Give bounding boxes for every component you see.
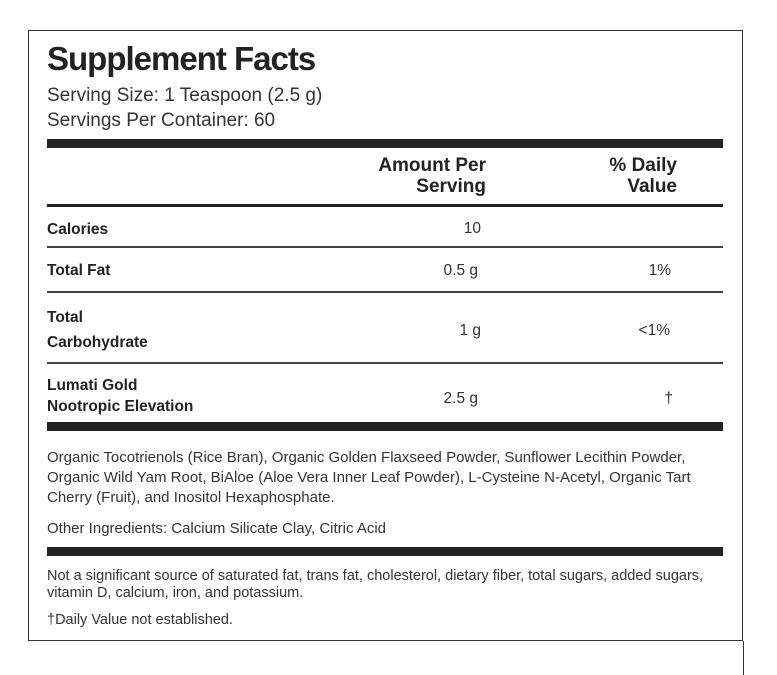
- border-extension: [743, 641, 744, 675]
- daily-value-footnote: †Daily Value not established.: [47, 612, 233, 628]
- not-significant-statement: Not a significant source of saturated fa…: [47, 568, 704, 601]
- row-amount-lumati-gold: 2.5 g: [443, 390, 478, 407]
- amount-header-line2: Serving: [416, 176, 486, 197]
- row-label-total-carbohydrate: Total Carbohydrate: [47, 307, 148, 353]
- row-dv-total-carbohydrate: <1%: [638, 322, 670, 339]
- row-label-lumati-gold: Lumati Gold Nootropic Elevation: [47, 375, 193, 417]
- row-amount-total-carbohydrate: 1 g: [459, 322, 481, 339]
- row-dv-total-fat: 1%: [648, 262, 671, 279]
- daily-value-header: % Daily Value: [540, 155, 677, 197]
- row-divider: [47, 291, 723, 293]
- serving-size: Serving Size: 1 Teaspoon (2.5 g): [47, 85, 323, 106]
- row-amount-calories: 10: [463, 220, 481, 237]
- row-dv-lumati-gold: †: [664, 390, 673, 407]
- row-label-line1: Total: [47, 309, 83, 326]
- row-amount-total-fat: 0.5 g: [443, 262, 478, 279]
- row-label-line1: Lumati Gold: [47, 377, 138, 394]
- row-label-calories: Calories: [47, 221, 109, 238]
- row-label-line2: Nootropic Elevation: [47, 398, 194, 415]
- panel-title: Supplement Facts: [47, 40, 316, 77]
- row-divider: [47, 362, 723, 364]
- row-divider: [47, 246, 723, 248]
- daily-value-header-line1: % Daily: [609, 155, 677, 176]
- amount-header: Amount Per Serving: [300, 155, 486, 197]
- amount-header-line1: Amount Per: [378, 155, 486, 176]
- divider-thick-middle: [47, 422, 723, 431]
- row-label-total-fat: Total Fat: [47, 262, 111, 279]
- divider-header: [47, 204, 723, 207]
- servings-per-container: Servings Per Container: 60: [47, 110, 276, 131]
- daily-value-header-line2: Value: [627, 176, 677, 197]
- ingredients-list: Organic Tocotrienols (Rice Bran), Organi…: [47, 449, 691, 506]
- supplement-facts-panel: [28, 30, 743, 641]
- divider-thick-bottom: [47, 547, 723, 556]
- divider-thick-top: [47, 139, 723, 148]
- other-ingredients: Other Ingredients: Calcium Silicate Clay…: [47, 520, 387, 537]
- row-label-line2: Carbohydrate: [47, 334, 148, 351]
